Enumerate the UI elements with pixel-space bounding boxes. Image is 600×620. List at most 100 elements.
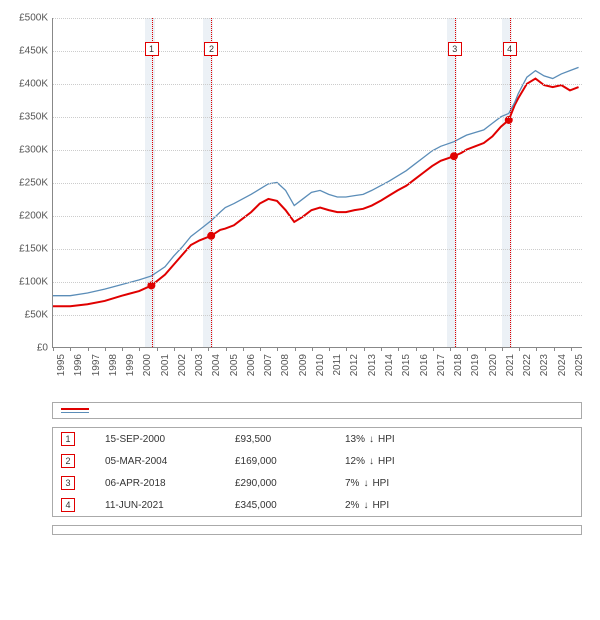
y-tick-label: £350K [10,112,48,123]
sale-diff-vs: HPI [378,434,395,445]
x-tick-label: 2004 [211,354,223,376]
y-tick-label: £100K [10,277,48,288]
sale-date: 15-SEP-2000 [105,434,235,445]
x-tick [105,347,106,351]
sale-index-badge: 3 [61,476,75,490]
x-tick-label: 2025 [574,354,586,376]
sale-row: 411-JUN-2021£345,0002% ↓ HPI [53,494,581,516]
gridline [53,249,582,250]
gridline [53,150,582,151]
x-tick-label: 2002 [177,354,189,376]
x-tick [450,347,451,351]
gridline [53,84,582,85]
x-tick-label: 2017 [436,354,448,376]
x-tick [208,347,209,351]
y-tick-label: £50K [10,310,48,321]
x-tick [364,347,365,351]
x-tick-label: 2014 [384,354,396,376]
x-tick [329,347,330,351]
x-tick [312,347,313,351]
chart-area: £0£50K£100K£150K£200K£250K£300K£350K£400… [10,14,590,394]
x-tick-label: 2003 [194,354,206,376]
y-tick-label: £400K [10,79,48,90]
x-tick-label: 1997 [91,354,103,376]
sale-price: £290,000 [235,478,345,489]
sale-date: 11-JUN-2021 [105,500,235,511]
x-tick-label: 2011 [332,354,344,376]
x-tick [433,347,434,351]
sale-index-badge: 1 [61,432,75,446]
x-tick-label: 2009 [298,354,310,376]
x-tick [191,347,192,351]
sale-diff-pct: 2% [345,500,359,511]
x-tick [381,347,382,351]
x-tick-label: 2012 [349,354,361,376]
sale-price: £93,500 [235,434,345,445]
x-tick-label: 2007 [263,354,275,376]
sale-date: 05-MAR-2004 [105,456,235,467]
arrow-down-icon: ↓ [369,434,374,445]
gridline [53,183,582,184]
x-tick [554,347,555,351]
x-tick-label: 2006 [246,354,258,376]
sale-index-badge: 2 [61,454,75,468]
series-line-hpi [53,67,579,295]
y-tick-label: £200K [10,211,48,222]
x-tick [416,347,417,351]
x-tick [88,347,89,351]
x-tick [53,347,54,351]
x-tick [277,347,278,351]
x-tick-label: 2022 [522,354,534,376]
sale-marker-label: 3 [448,42,462,56]
gridline [53,216,582,217]
x-tick-label: 1998 [108,354,120,376]
x-tick [260,347,261,351]
gridline [53,315,582,316]
x-tick-label: 2023 [539,354,551,376]
x-tick [485,347,486,351]
sale-index-badge: 4 [61,498,75,512]
x-tick [502,347,503,351]
x-tick [519,347,520,351]
sale-diff-vs: HPI [372,500,389,511]
y-tick-label: £300K [10,145,48,156]
x-tick-label: 2013 [367,354,379,376]
sale-marker-label: 2 [204,42,218,56]
sale-diff: 7% ↓ HPI [345,478,573,489]
sale-marker-label: 1 [145,42,159,56]
sale-marker-line [152,18,153,347]
sale-diff: 13% ↓ HPI [345,434,573,445]
sale-diff-pct: 12% [345,456,365,467]
x-tick-label: 1999 [125,354,137,376]
arrow-down-icon: ↓ [363,478,368,489]
x-tick [226,347,227,351]
legend-swatch [61,408,89,410]
x-tick [70,347,71,351]
y-tick-label: £150K [10,244,48,255]
x-tick-label: 2024 [557,354,569,376]
sale-diff-vs: HPI [372,478,389,489]
x-tick [243,347,244,351]
sale-row: 3 06-APR-2018£290,0007% ↓ HPI [53,472,581,494]
x-tick [295,347,296,351]
sale-date: 06-APR-2018 [105,478,235,489]
sale-row: 2 05-MAR-2004£169,00012% ↓ HPI [53,450,581,472]
x-tick-label: 2001 [160,354,172,376]
x-tick-label: 2019 [470,354,482,376]
sale-diff: 2% ↓ HPI [345,500,573,511]
x-tick-label: 2010 [315,354,327,376]
sale-diff-pct: 7% [345,478,359,489]
x-tick-label: 2021 [505,354,517,376]
x-tick [122,347,123,351]
x-tick-label: 2008 [280,354,292,376]
sales-table: 1 15-SEP-2000£93,50013% ↓ HPI 2 05-MAR-2004… [52,427,582,517]
sale-diff: 12% ↓ HPI [345,456,573,467]
legend-swatch [61,412,89,413]
x-tick [467,347,468,351]
sale-diff-vs: HPI [378,456,395,467]
sale-price: £169,000 [235,456,345,467]
x-tick [174,347,175,351]
y-tick-label: £250K [10,178,48,189]
x-tick-label: 2005 [229,354,241,376]
gridline [53,282,582,283]
